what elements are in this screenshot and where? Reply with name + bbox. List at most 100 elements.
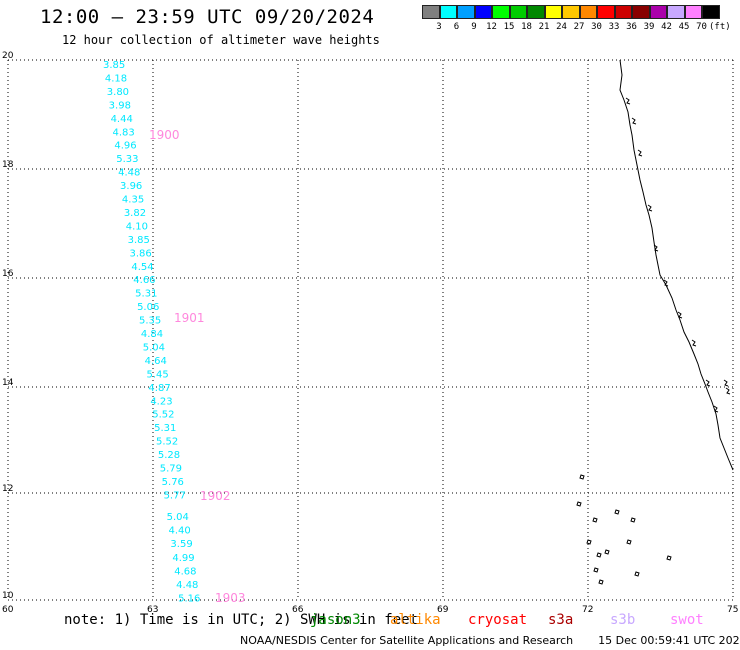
x-tick-label: 66 <box>292 605 304 615</box>
colorbar-swatch <box>457 5 475 19</box>
colorbar-swatch <box>562 5 580 19</box>
coastline-detail <box>647 204 653 212</box>
colorbar-label: 39 <box>643 22 655 32</box>
swh-label: 4.83 <box>112 127 134 138</box>
swh-label: 5.31 <box>135 289 157 300</box>
colorbar-label: 3 <box>436 22 442 32</box>
colorbar-label: 12 <box>486 22 497 32</box>
swh-label: 3.80 <box>107 87 129 98</box>
island <box>598 579 604 585</box>
swh-label: 4.87 <box>148 383 170 394</box>
island <box>596 552 602 558</box>
swh-label: 4.48 <box>176 580 198 591</box>
credit-text: NOAA/NESDIS Center for Satellite Applica… <box>240 634 574 647</box>
x-tick-label: 69 <box>437 605 449 615</box>
coastline-detail <box>691 339 697 347</box>
time-label: 1900 <box>149 128 180 142</box>
swh-label: 5.04 <box>167 512 189 523</box>
coastline-detail <box>663 279 669 287</box>
satellite-label-s3b: s3b <box>610 612 636 628</box>
coastline-detail <box>677 311 683 319</box>
swh-label: 4.48 <box>118 168 140 179</box>
island <box>630 517 636 523</box>
colorbar-label: 42 <box>661 22 672 32</box>
time-label: 1901 <box>174 311 205 325</box>
island <box>576 501 582 507</box>
colorbar-label: 21 <box>538 22 550 32</box>
swh-label: 4.40 <box>169 526 191 537</box>
x-tick-label: 75 <box>727 605 738 615</box>
time-label: 1902 <box>200 489 231 503</box>
coastline-detail <box>713 405 719 413</box>
swh-label: 4.18 <box>105 73 127 84</box>
colorbar-label: 9 <box>471 22 477 32</box>
colorbar-swatch <box>527 5 545 19</box>
swh-label: 4.66 <box>133 275 155 286</box>
y-tick-label: 20 <box>2 51 14 61</box>
footer-credit: NOAA/NESDIS Center for Satellite Applica… <box>240 634 740 647</box>
x-tick-label: 60 <box>2 605 14 615</box>
y-tick-label: 12 <box>2 484 13 494</box>
time-label: 1903 <box>215 591 246 605</box>
swh-label: 4.96 <box>114 141 136 152</box>
colorbar-swatch <box>667 5 685 19</box>
swh-label: 5.04 <box>143 342 165 353</box>
swh-label: 4.10 <box>126 221 148 232</box>
island <box>634 571 640 577</box>
colorbar-swatch <box>544 5 562 19</box>
swh-label: 5.77 <box>164 490 186 501</box>
colorbar-swatch <box>614 5 632 19</box>
coastline-detail <box>637 149 643 157</box>
swh-label: 4.99 <box>172 553 194 564</box>
swh-label: 3.85 <box>103 60 125 71</box>
map-title: 12:00 – 23:59 UTC 09/20/2024 <box>40 6 375 28</box>
satellite-label-s3a: s3a <box>548 612 574 628</box>
colorbar-swatch <box>632 5 650 19</box>
coastline-detail <box>723 379 729 387</box>
x-tick-label: 63 <box>147 605 158 615</box>
colorbar-swatch <box>509 5 527 19</box>
swh-label: 5.52 <box>156 437 178 448</box>
island <box>586 539 592 545</box>
y-tick-label: 18 <box>2 160 14 170</box>
coastline-detail <box>653 244 659 252</box>
swh-label: 3.85 <box>128 235 150 246</box>
colorbar-label: 6 <box>453 22 460 32</box>
swh-label: 4.35 <box>122 195 144 206</box>
swh-label: 5.28 <box>158 450 180 461</box>
colorbar-label: 33 <box>608 22 620 32</box>
swh-label: 4.64 <box>145 356 167 367</box>
swh-label: 5.35 <box>139 316 161 327</box>
coastline-detail <box>705 379 711 387</box>
island <box>666 555 672 561</box>
colorbar-label: 24 <box>556 22 567 32</box>
colorbar-swatch <box>579 5 597 19</box>
swh-label: 3.82 <box>124 208 146 219</box>
colorbar-swatch <box>492 5 510 19</box>
colorbar-label: (ft) <box>709 22 731 32</box>
colorbar-swatch <box>702 5 720 19</box>
swh-label: 4.84 <box>141 329 163 340</box>
colorbar-label: 15 <box>503 22 515 32</box>
swh-label: 5.33 <box>116 154 138 165</box>
island <box>579 474 585 480</box>
swh-label: 3.59 <box>170 539 192 550</box>
satellite-label-altika: altika <box>390 612 441 628</box>
swh-label: 5.76 <box>162 477 184 488</box>
swh-label: 5.06 <box>137 302 159 313</box>
colorbar-label: 27 <box>573 22 585 32</box>
swh-label: 3.86 <box>129 248 151 259</box>
island <box>626 539 632 545</box>
swh-label: 4.54 <box>131 262 153 273</box>
island <box>593 567 599 573</box>
swh-label: 5.79 <box>160 464 182 475</box>
colorbar-swatch <box>439 5 457 19</box>
swh-label: 5.31 <box>154 423 176 434</box>
swh-label: 4.23 <box>150 396 172 407</box>
coastline-detail <box>631 117 637 125</box>
map-subtitle: 12 hour collection of altimeter wave hei… <box>62 33 380 47</box>
colorbar-label: 18 <box>521 22 532 32</box>
satellite-label-cryosat: cryosat <box>468 612 528 628</box>
colorbar-label: 45 <box>678 22 690 32</box>
